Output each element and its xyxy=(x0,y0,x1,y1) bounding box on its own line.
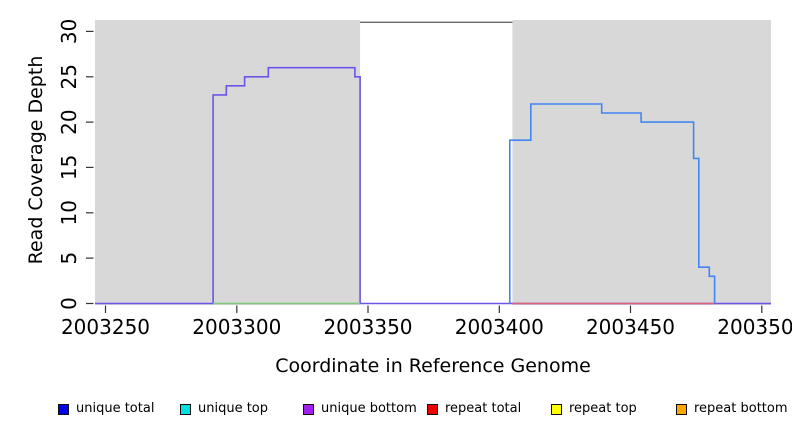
x-tick-label: 2003400 xyxy=(455,315,544,339)
legend-swatch xyxy=(551,403,562,415)
coverage-plot: 2003250 2003300 2003350 2003400 2003450 20035… xyxy=(25,19,792,377)
series-unique-coverage-right-block xyxy=(508,103,716,304)
x-tick-label: 2003250 xyxy=(61,315,150,339)
legend-item-unique-total: unique total xyxy=(58,400,154,418)
legend-swatch xyxy=(427,403,438,415)
y-tick-label: 15 xyxy=(57,155,81,180)
legend-swatch xyxy=(58,403,69,415)
legend-label: repeat top xyxy=(569,401,637,416)
x-tick-label: 2003350 xyxy=(323,315,412,339)
series-unique-coverage-left-block xyxy=(95,66,771,305)
x-tick-label: 2003300 xyxy=(192,315,281,339)
x-axis-title: Coordinate in Reference Genome xyxy=(275,355,591,377)
legend-swatch xyxy=(676,403,687,415)
y-tick-label: 5 xyxy=(57,252,81,265)
legend-item-repeat-total: repeat total xyxy=(427,400,521,418)
shaded-region-right xyxy=(512,20,771,305)
y-tick-label: 20 xyxy=(57,109,81,134)
legend-label: unique total xyxy=(76,401,155,416)
legend-label: repeat total xyxy=(445,401,522,416)
legend-label: repeat bottom xyxy=(694,401,788,416)
y-axis-title: Read Coverage Depth xyxy=(25,56,47,265)
legend-item-repeat-bottom: repeat bottom xyxy=(676,400,788,418)
legend: unique total unique top unique bottom repea… xyxy=(0,400,792,422)
legend-item-unique-bottom: unique bottom xyxy=(303,400,417,418)
legend-item-repeat-top: repeat top xyxy=(551,400,637,418)
y-tick-label: 10 xyxy=(57,200,81,225)
legend-swatch xyxy=(180,403,191,415)
legend-label: unique bottom xyxy=(321,401,417,416)
legend-label: unique top xyxy=(198,401,269,416)
plot-layers: 2003250 2003300 2003350 2003400 2003450 20035… xyxy=(57,19,792,339)
y-tick-label: 25 xyxy=(57,64,81,89)
legend-swatch xyxy=(303,403,314,415)
legend-item-unique-top: unique top xyxy=(180,400,268,418)
y-tick-label: 30 xyxy=(57,19,81,44)
y-tick-label: 0 xyxy=(57,297,81,310)
shaded-region-left xyxy=(95,20,361,305)
x-tick-label: 2003450 xyxy=(586,315,675,339)
